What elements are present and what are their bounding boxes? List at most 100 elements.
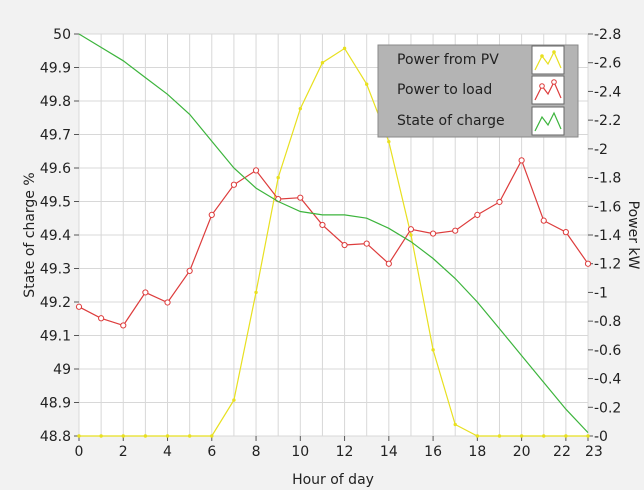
right-tick-label: -0.4: [594, 372, 621, 388]
data-point-power-from-pv: [542, 434, 546, 438]
data-point-power-to-load: [142, 289, 149, 296]
x-tick-label: 22: [553, 444, 571, 460]
data-point-power-from-pv: [298, 106, 303, 111]
left-tick-label: 49: [53, 362, 71, 378]
legend: Power from PV Power to load State of cha…: [377, 44, 579, 138]
data-point-power-from-pv: [475, 434, 480, 438]
data-point-power-from-pv: [210, 434, 214, 438]
data-point-power-to-load: [341, 241, 348, 249]
right-tick-label: -0.6: [594, 343, 621, 359]
right-tick-label: -2.8: [594, 27, 621, 43]
x-tick-label: 23: [585, 444, 603, 460]
data-point-power-from-pv: [586, 434, 590, 438]
left-tick-label: 49.5: [40, 195, 71, 211]
left-tick-label: 48.8: [40, 429, 71, 445]
x-tick-label: 10: [291, 444, 309, 460]
legend-swatch-power-from-pv: [531, 45, 565, 75]
right-tick-label: -1.2: [594, 257, 621, 273]
left-tick-label: 49.6: [40, 161, 71, 177]
right-tick-label: -1.8: [594, 171, 621, 187]
data-point-power-to-load: [319, 221, 326, 229]
x-tick-label: 14: [380, 444, 398, 460]
data-point-power-to-load: [186, 267, 193, 274]
x-axis-label: Hour of day: [292, 472, 374, 488]
left-tick-label: 49.2: [40, 295, 71, 311]
left-axis-label: State of charge %: [22, 172, 38, 297]
data-point-power-to-load: [474, 211, 481, 218]
series-lines: [75, 33, 592, 438]
legend-swatch-state-of-charge: [531, 106, 565, 136]
data-point-power-to-load: [75, 303, 83, 310]
data-point-power-from-pv: [364, 82, 369, 86]
x-tick-label: 12: [336, 444, 354, 460]
series-line-power-from-pv: [79, 47, 588, 437]
data-point-power-from-pv: [276, 175, 280, 180]
x-tick-label: 0: [75, 444, 84, 460]
data-point-power-from-pv: [387, 139, 391, 144]
right-tick-label: -1: [594, 285, 608, 301]
data-point-power-from-pv: [187, 434, 192, 438]
left-tick-label: 49.1: [40, 329, 71, 345]
data-point-power-to-load: [385, 260, 392, 267]
data-point-power-to-load: [164, 299, 171, 306]
data-point-power-to-load: [429, 230, 437, 237]
series-line-power-to-load: [78, 158, 589, 327]
data-point-power-from-pv: [143, 434, 148, 438]
x-tick-label: 20: [513, 444, 531, 460]
x-tick-label: 16: [424, 444, 442, 460]
data-point-power-to-load: [540, 217, 547, 224]
legend-label-soc: State of charge: [397, 113, 505, 129]
data-point-power-from-pv: [99, 434, 103, 438]
data-point-power-from-pv: [232, 398, 236, 402]
right-tick-label: -1.6: [594, 199, 621, 215]
x-tick-label: 4: [163, 444, 172, 460]
data-point-power-from-pv: [254, 290, 258, 295]
data-point-power-to-load: [584, 260, 592, 267]
data-point-power-to-load: [120, 322, 127, 329]
data-point-power-from-pv: [409, 233, 413, 237]
right-tick-label: -1.4: [594, 228, 621, 244]
x-tick-label: 18: [468, 444, 486, 460]
legend-label-pv: Power from PV: [397, 52, 499, 68]
data-point-power-from-pv: [431, 348, 435, 352]
data-point-power-from-pv: [121, 434, 125, 438]
data-point-power-to-load: [562, 229, 569, 236]
data-point-power-to-load: [363, 240, 370, 247]
right-tick-label: -0: [594, 429, 608, 445]
left-tick-label: 49.9: [40, 61, 71, 77]
right-tick-label: -2: [594, 142, 608, 158]
data-point-power-to-load: [297, 194, 304, 201]
data-point-power-from-pv: [165, 434, 170, 438]
left-tick-label: 50: [53, 27, 71, 43]
data-point-power-to-load: [230, 181, 238, 188]
right-tick-label: -0.2: [594, 400, 621, 416]
x-tick-label: 8: [252, 444, 261, 460]
data-point-power-to-load: [452, 227, 459, 234]
data-point-power-to-load: [252, 167, 260, 174]
x-axis: 0 2 4 6 8 10 12 14 16 18 20 22 23: [75, 436, 603, 460]
left-tick-label: 48.9: [40, 396, 71, 412]
series-line-state-of-charge: [78, 33, 589, 434]
data-point-power-from-pv: [519, 434, 524, 438]
data-point-power-to-load: [518, 157, 525, 164]
left-tick-label: 49.3: [40, 262, 71, 278]
right-axis-label: Power kW: [625, 201, 641, 270]
left-tick-label: 49.7: [40, 128, 71, 144]
x-tick-label: 6: [207, 444, 216, 460]
data-point-power-from-pv: [453, 422, 457, 427]
left-axis: 48.8 48.9 49 49.1 49.2 49.3 49.4 49.5 49.6 49.7 49…: [40, 27, 79, 445]
data-point-power-from-pv: [77, 434, 81, 438]
data-point-power-to-load: [208, 211, 215, 218]
data-point-power-from-pv: [342, 46, 347, 51]
right-tick-label: -2.6: [594, 56, 621, 72]
data-point-power-to-load: [496, 198, 503, 206]
legend-swatch-power-to-load: [531, 75, 565, 105]
data-point-power-from-pv: [564, 434, 568, 438]
right-axis: -0 -0.2 -0.4 -0.6 -0.8 -1 -1.2 -1.4 -1.6 -1.8 -2 -2…: [588, 27, 621, 445]
right-tick-label: -0.8: [594, 314, 621, 330]
right-tick-label: -2.2: [594, 113, 621, 129]
x-tick-label: 2: [119, 444, 128, 460]
data-point-power-from-pv: [497, 434, 502, 438]
left-tick-label: 49.8: [40, 94, 71, 110]
